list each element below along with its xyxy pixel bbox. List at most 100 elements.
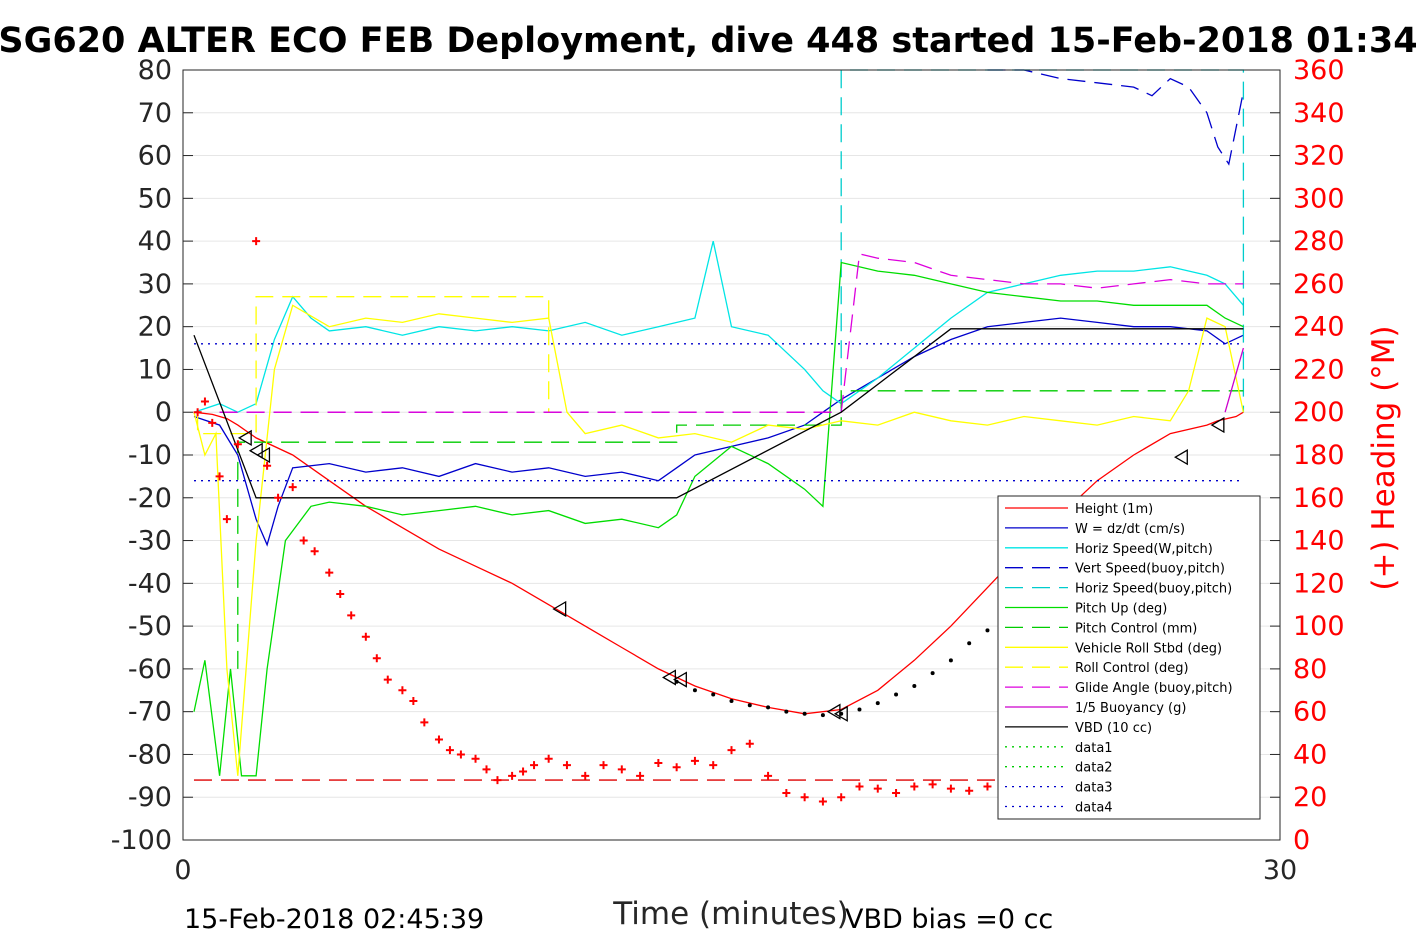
right-tick-label: 0 [1293,825,1310,856]
heading-point [336,590,345,599]
right-tick-label: 300 [1293,183,1345,214]
heading-point [233,440,242,449]
footer-vbd-bias: VBD bias =0 cc [845,904,1053,935]
heading-point [818,797,827,806]
heading-point [910,782,919,791]
dot-marker [766,705,771,710]
right-tick-label: 200 [1293,397,1345,428]
right-y-axis-label: (+) Heading (°M) [1366,325,1402,590]
heading-point [855,782,864,791]
left-tick-label: 80 [138,55,172,86]
dot-marker [784,709,789,714]
heading-point [310,547,319,556]
legend-label: data3 [1075,781,1113,796]
legend-label: Pitch Up (deg) [1075,602,1167,617]
heading-point [434,735,443,744]
legend-label: Glide Angle (buoy,pitch) [1075,681,1233,696]
x-axis: 0 30 [174,830,1297,886]
heading-point [208,418,217,427]
series-line-8 [193,304,1245,776]
triangle-marker [1210,416,1225,434]
legend-label: Pitch Control (mm) [1075,621,1197,636]
heading-point [263,461,272,470]
left-tick-label: 40 [138,226,172,257]
heading-point [508,771,517,780]
series-line-4 [987,69,1245,166]
triangle-marker [552,600,567,618]
series-line-12 [193,328,1244,499]
heading-point [361,632,370,641]
heading-point [837,793,846,802]
heading-point [727,746,736,755]
legend-label: data1 [1075,741,1113,756]
heading-point [493,776,502,785]
footer-timestamp: 15-Feb-2018 02:45:39 [184,904,484,935]
dot-marker [820,713,825,718]
legend-label: Height (1m) [1075,502,1153,517]
triangle-marker [256,446,271,464]
right-tick-label: 120 [1293,568,1345,599]
heading-point [892,788,901,797]
legend-label: Vert Speed(buoy,pitch) [1075,562,1225,577]
heading-point [764,771,773,780]
right-tick-label: 260 [1293,269,1345,300]
legend-label: Roll Control (deg) [1075,661,1189,676]
series-line-9 [196,296,550,435]
left-tick-label: 10 [138,354,172,385]
legend-label: 1/5 Buoyancy (g) [1075,701,1186,716]
left-tick-label: -10 [128,440,172,471]
left-tick-label: 70 [138,98,172,129]
left-tick-label: -90 [128,782,172,813]
right-tick-label: 100 [1293,611,1345,642]
left-tick-label: 0 [155,397,172,428]
heading-point [193,408,202,417]
heading-point [544,754,553,763]
dot-marker [711,692,716,697]
heading-point [445,746,454,755]
dot-marker [692,688,697,693]
heading-point [409,696,418,705]
triangle-marker [1173,449,1188,466]
right-tick-label: 280 [1293,226,1345,257]
heading-point [617,765,626,774]
left-tick-label: 30 [138,269,172,300]
left-tick-label: -20 [128,483,172,514]
dot-marker [802,711,807,716]
left-tick-label: -100 [111,825,172,856]
heading-point [274,493,283,502]
heading-point [383,675,392,684]
heading-point [325,568,334,577]
heading-point [215,472,224,481]
dot-marker [948,658,953,663]
right-tick-label: 180 [1293,440,1345,471]
x-tick-label: 0 [174,855,191,886]
right-tick-label: 60 [1293,697,1327,728]
heading-point [672,763,681,772]
triangle-marker [662,669,676,686]
legend-label: data4 [1075,801,1113,816]
series-line-7 [237,390,1244,669]
x-axis-label: Time (minutes) [612,896,848,932]
heading-point [200,397,209,406]
heading-point [581,771,590,780]
right-tick-label: 140 [1293,526,1345,557]
heading-point [482,765,491,774]
left-y-axis: 80 70 60 50 40 30 20 10 0 -10 -20 -30 -40 -50 -60 -70 -8… [111,55,193,856]
heading-point [800,793,809,802]
left-tick-label: 60 [138,141,172,172]
heading-point [398,686,407,695]
right-tick-label: 320 [1293,141,1345,172]
heading-point [519,767,528,776]
series-line-2 [193,317,1244,547]
right-tick-label: 40 [1293,739,1327,770]
left-tick-label: -80 [128,739,172,770]
triangle-markers [237,416,1225,722]
triangle-marker [673,671,687,688]
right-tick-label: 80 [1293,654,1327,685]
heading-point [745,739,754,748]
legend-label: Horiz Speed(buoy,pitch) [1075,582,1232,597]
heading-point [347,611,356,620]
dot-marker [894,692,899,697]
x-tick-label: 30 [1263,855,1297,886]
